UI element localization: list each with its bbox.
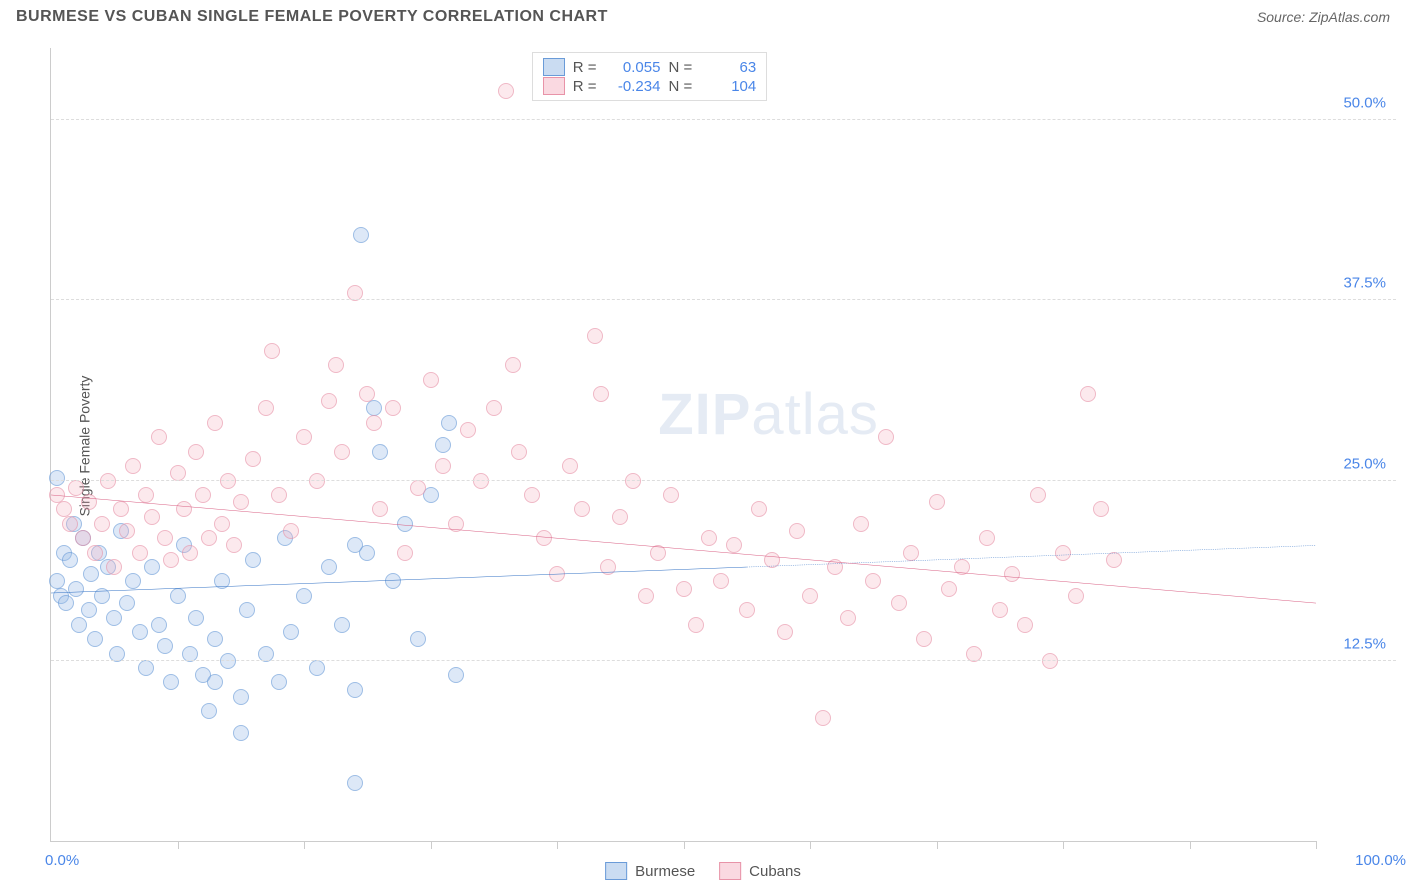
gridline	[51, 480, 1396, 481]
legend-row-burmese: R = 0.055 N = 63	[543, 58, 757, 76]
y-tick-label: 37.5%	[1343, 275, 1386, 292]
chart-title: BURMESE VS CUBAN SINGLE FEMALE POVERTY C…	[16, 8, 608, 26]
gridline	[51, 660, 1396, 661]
x-tick	[557, 841, 558, 849]
trend-line-extension	[747, 545, 1316, 567]
trend-lines	[51, 48, 1316, 841]
r-label: R =	[573, 59, 597, 76]
y-tick-label: 50.0%	[1343, 95, 1386, 112]
correlation-legend: R = 0.055 N = 63 R = -0.234 N = 104	[532, 52, 768, 101]
x-tick	[431, 841, 432, 849]
burmese-n-value: 63	[700, 59, 756, 76]
trend-line	[51, 495, 1316, 603]
legend-label-burmese: Burmese	[635, 863, 695, 880]
chart-area: R = 0.055 N = 63 R = -0.234 N = 104 ZIPa…	[50, 48, 1316, 842]
x-tick	[684, 841, 685, 849]
legend-item-burmese: Burmese	[605, 862, 695, 880]
y-tick-label: 25.0%	[1343, 455, 1386, 472]
burmese-r-value: 0.055	[604, 59, 660, 76]
x-tick	[937, 841, 938, 849]
swatch-pink	[719, 862, 741, 880]
gridline	[51, 119, 1396, 120]
legend-label-cubans: Cubans	[749, 863, 801, 880]
series-legend: Burmese Cubans	[605, 862, 801, 880]
x-tick	[810, 841, 811, 849]
cubans-n-value: 104	[700, 78, 756, 95]
swatch-blue	[543, 58, 565, 76]
x-min-label: 0.0%	[45, 852, 79, 869]
swatch-blue	[605, 862, 627, 880]
legend-item-cubans: Cubans	[719, 862, 801, 880]
source-label: Source: ZipAtlas.com	[1257, 9, 1390, 25]
x-tick	[304, 841, 305, 849]
gridline	[51, 299, 1396, 300]
cubans-r-value: -0.234	[604, 78, 660, 95]
x-tick	[1190, 841, 1191, 849]
x-max-label: 100.0%	[1355, 852, 1406, 869]
r-label: R =	[573, 78, 597, 95]
swatch-pink	[543, 77, 565, 95]
x-tick	[1063, 841, 1064, 849]
y-tick-label: 12.5%	[1343, 635, 1386, 652]
trend-line	[51, 567, 747, 593]
n-label: N =	[668, 78, 692, 95]
n-label: N =	[668, 59, 692, 76]
x-tick	[1316, 841, 1317, 849]
legend-row-cubans: R = -0.234 N = 104	[543, 77, 757, 95]
x-tick	[178, 841, 179, 849]
